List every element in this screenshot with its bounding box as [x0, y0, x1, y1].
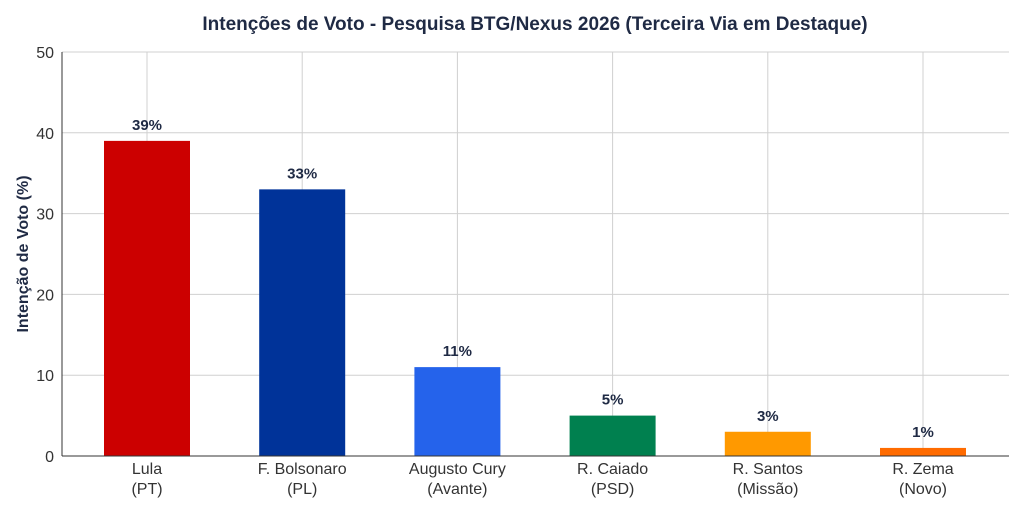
bar [104, 140, 190, 456]
bar [724, 431, 811, 456]
bar [414, 367, 501, 456]
y-tick-label: 40 [36, 126, 54, 143]
x-tick-label: Lula (PT) [131, 461, 162, 498]
data-label: 33% [287, 165, 317, 182]
bars [104, 140, 966, 457]
y-tick-label: 50 [36, 45, 54, 62]
x-tick-label: R. Zema (Novo) [892, 461, 953, 498]
data-label: 5% [602, 392, 624, 409]
bar [259, 189, 346, 457]
data-label: 1% [912, 424, 934, 441]
chart-title: Intenções de Voto - Pesquisa BTG/Nexus 2… [202, 14, 867, 35]
x-tick-label: Augusto Cury (Avante) [409, 461, 506, 498]
bar [880, 447, 966, 456]
y-axis-label: Intenção de Voto (%) [15, 175, 32, 332]
x-tick-label: R. Caiado (PSD) [577, 461, 648, 498]
y-tick-label: 30 [36, 207, 54, 224]
x-tick-label: R. Santos (Missão) [733, 461, 803, 498]
bar [569, 415, 656, 456]
x-tick-label: F. Bolsonaro (PL) [258, 461, 347, 498]
data-label: 11% [443, 343, 472, 360]
y-tick-label: 10 [36, 368, 54, 385]
y-tick-label: 20 [36, 287, 54, 304]
labels: 0 10 20 30 40 50 39% Lula (PT) 33% F. Bolsonaro (PL… [36, 45, 954, 498]
y-tick-label: 0 [45, 449, 54, 466]
data-label: 39% [132, 117, 162, 134]
axes [61, 52, 1009, 457]
data-label: 3% [757, 408, 779, 425]
grid-lines [62, 51, 1009, 457]
